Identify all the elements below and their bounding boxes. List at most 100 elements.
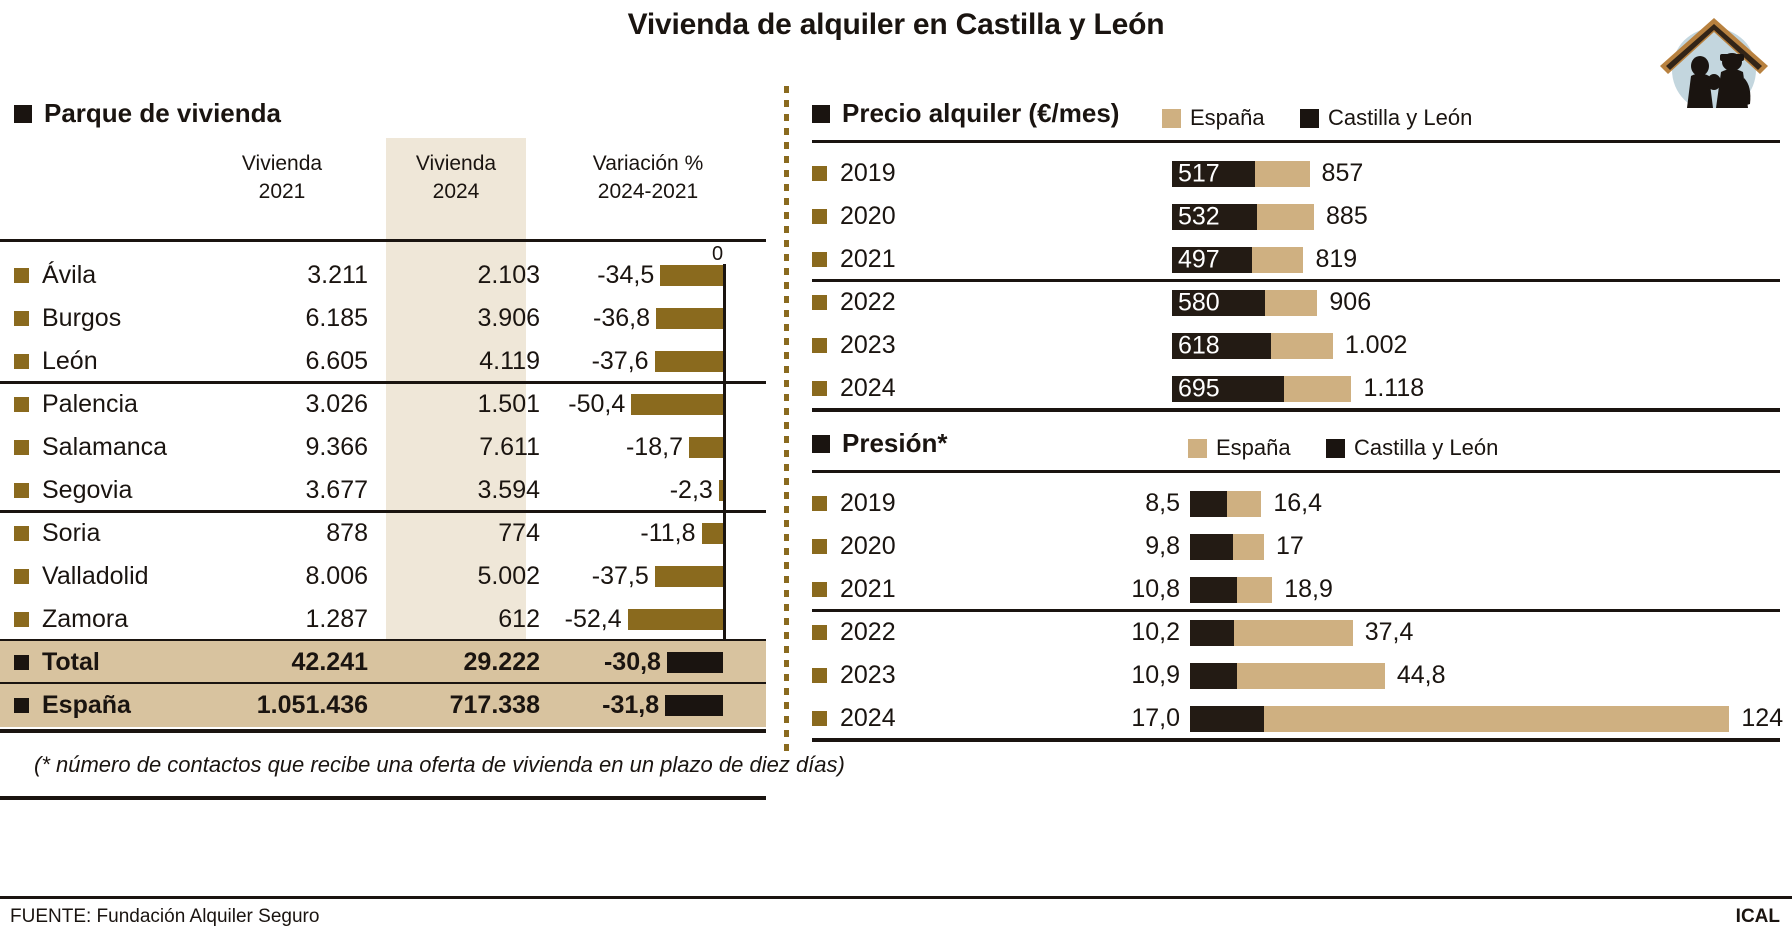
bullet-square-icon xyxy=(812,166,827,181)
bullet-square-icon xyxy=(812,539,827,554)
footnote-bottom-rule xyxy=(0,796,766,800)
pressure-value-castilla-leon: 10,8 xyxy=(1131,575,1180,603)
row-name: Valladolid xyxy=(14,555,149,598)
table-bottom-rule xyxy=(0,729,766,733)
cell-vivienda-2021: 1.051.436 xyxy=(256,691,368,719)
price-year-label: 2019 xyxy=(840,159,896,187)
bullet-square-icon xyxy=(812,434,830,453)
table-row: Segovia 3.677 3.594 -2,3 xyxy=(0,469,766,512)
price-year-label: 2024 xyxy=(840,374,896,402)
cell-vivienda-2021: 8.006 xyxy=(305,562,368,590)
cell-vivienda-2021: 3.211 xyxy=(307,261,368,289)
pressure-header-rule xyxy=(812,470,1780,473)
table-header-rule xyxy=(0,239,766,242)
column-header-2024-line1: Vivienda xyxy=(415,152,497,175)
price-stacked-bar: 618 xyxy=(1172,333,1333,359)
pressure-value-espana: 124 xyxy=(1741,704,1784,732)
column-header-variacion-line1: Variación % xyxy=(592,152,704,175)
pressure-bar-castilla-leon xyxy=(1190,620,1235,646)
bullet-square-icon xyxy=(14,612,29,627)
row-name: León xyxy=(14,340,98,383)
price-year-label: 2020 xyxy=(840,202,896,230)
legend-swatch-cyl-icon xyxy=(1326,438,1345,458)
source-label: FUENTE: Fundación Alquiler Seguro xyxy=(10,906,320,927)
footer-divider xyxy=(0,896,1792,899)
row-name-label: Burgos xyxy=(42,304,122,332)
legend-label-cyl: Castilla y León xyxy=(1328,105,1473,130)
price-row-year: 2024 xyxy=(812,367,896,410)
bullet-square-icon xyxy=(812,381,827,396)
pressure-row: 2020 9,8 17 xyxy=(812,525,1780,568)
pressure-row: 2022 10,2 37,4 xyxy=(812,611,1780,654)
column-header-variacion-line2: 2024-2021 xyxy=(597,179,699,203)
column-header-2021: Vivienda 2021 xyxy=(196,150,368,205)
price-stacked-bar: 695 xyxy=(1172,376,1352,402)
legend-swatch-cyl-icon xyxy=(1300,108,1319,128)
pressure-year-label: 2024 xyxy=(840,704,896,732)
row-name: Soria xyxy=(14,512,100,555)
pressure-bar-castilla-leon xyxy=(1190,706,1264,732)
table-row: Zamora 1.287 612 -52,4 xyxy=(0,598,766,641)
price-bar-espana xyxy=(1251,247,1304,273)
price-value-espana: 885 xyxy=(1326,202,1368,230)
pressure-stacked-bar xyxy=(1190,491,1262,517)
section-parque-vivienda: Parque de vivienda xyxy=(14,98,281,129)
bullet-square-icon xyxy=(812,295,827,310)
legend-swatch-espana-icon xyxy=(1188,438,1207,458)
price-row-year: 2021 xyxy=(812,238,896,281)
table-row-summary: Total 42.241 29.222 -30,8 xyxy=(0,641,766,684)
row-name: España xyxy=(14,684,131,727)
variation-bar xyxy=(665,695,723,716)
bullet-square-icon xyxy=(812,209,827,224)
section-heading-label: Presión* xyxy=(842,428,948,458)
bullet-square-icon xyxy=(14,354,29,369)
legend-label-espana: España xyxy=(1190,105,1265,130)
table-row: Ávila 3.211 2.103 -34,5 xyxy=(0,254,766,297)
row-name-label: Zamora xyxy=(42,605,129,633)
table-row: Palencia 3.026 1.501 -50,4 xyxy=(0,383,766,426)
table-row: León 6.605 4.119 -37,6 xyxy=(0,340,766,383)
highlight-column-2024 xyxy=(386,138,526,724)
bullet-square-icon xyxy=(812,625,827,640)
bullet-square-icon xyxy=(812,582,827,597)
price-value-espana: 819 xyxy=(1315,245,1358,273)
section-presion: Presión* xyxy=(812,428,948,459)
price-value-castilla-leon: 532 xyxy=(1178,202,1220,231)
pressure-group-rule xyxy=(812,609,1780,612)
price-row: 2019 517 857 xyxy=(812,152,1780,195)
pressure-row-year: 2019 xyxy=(812,482,896,525)
bullet-square-icon xyxy=(14,698,29,713)
table-row: Salamanca 9.366 7.611 -18,7 xyxy=(0,426,766,469)
price-bottom-rule xyxy=(812,408,1780,412)
price-bar-castilla-leon: 695 xyxy=(1172,376,1284,402)
row-name-label: León xyxy=(42,347,98,375)
row-name: Salamanca xyxy=(14,426,167,469)
page-title: Vivienda de alquiler en Castilla y León xyxy=(627,8,1165,41)
variation-bar xyxy=(701,523,723,544)
price-row: 2021 497 819 xyxy=(812,238,1780,281)
pressure-bar-espana xyxy=(1234,620,1353,646)
pressure-bar-castilla-leon xyxy=(1190,663,1238,689)
price-row-year: 2020 xyxy=(812,195,896,238)
price-value-castilla-leon: 580 xyxy=(1178,288,1220,317)
row-name-label: Palencia xyxy=(42,390,138,418)
cell-variacion: -34,5 xyxy=(597,261,655,289)
cell-vivienda-2024: 774 xyxy=(498,519,540,547)
pressure-bar-castilla-leon xyxy=(1190,534,1233,560)
price-row: 2020 532 885 xyxy=(812,195,1780,238)
price-stacked-bar: 517 xyxy=(1172,161,1310,187)
variation-bar xyxy=(718,480,723,501)
price-stacked-bar: 497 xyxy=(1172,247,1304,273)
price-bar-espana xyxy=(1271,333,1333,359)
cell-vivienda-2021: 3.677 xyxy=(305,476,368,504)
bullet-square-icon xyxy=(14,526,29,541)
table-group-rule xyxy=(0,510,766,513)
legend-espana-price: España xyxy=(1162,105,1265,131)
row-name: Segovia xyxy=(14,469,132,512)
column-header-2021-line2: 2021 xyxy=(258,179,306,203)
price-year-label: 2022 xyxy=(840,288,896,316)
pressure-stacked-bar xyxy=(1190,663,1385,689)
price-bar-espana xyxy=(1283,376,1352,402)
row-name-label: Ávila xyxy=(42,261,97,289)
